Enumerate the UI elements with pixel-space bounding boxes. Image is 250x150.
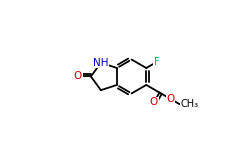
Text: F: F bbox=[154, 57, 160, 67]
Text: O: O bbox=[166, 94, 174, 104]
Text: CH₃: CH₃ bbox=[180, 99, 198, 109]
Text: O: O bbox=[74, 71, 82, 81]
Text: O: O bbox=[150, 97, 158, 107]
Text: NH: NH bbox=[93, 58, 108, 68]
